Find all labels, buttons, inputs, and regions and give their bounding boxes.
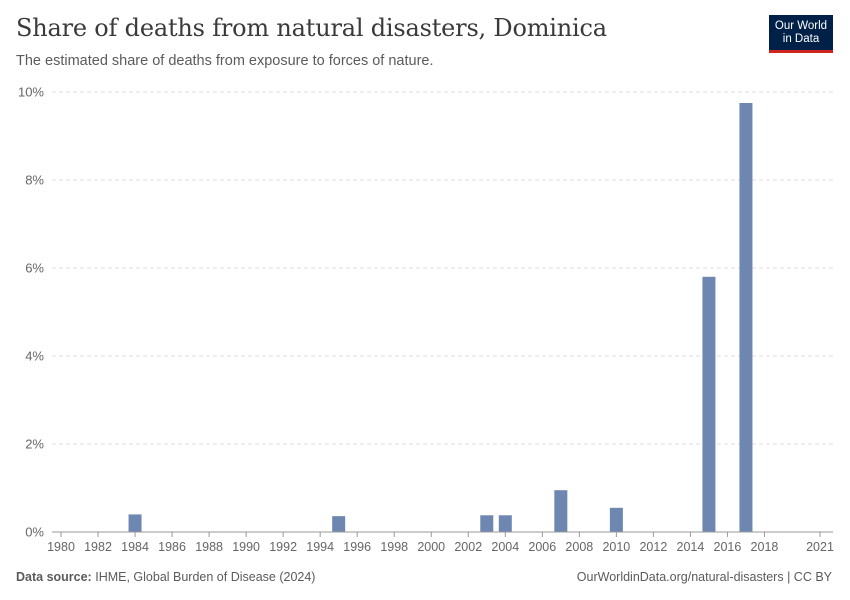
bar-2004 [498, 515, 512, 532]
x-tick-label: 1990 [232, 540, 260, 554]
x-tick-label: 2018 [751, 540, 779, 554]
x-axis [52, 531, 833, 537]
bar-1984 [128, 514, 142, 532]
bar-2017 [739, 103, 753, 532]
data-source: Data source: IHME, Global Burden of Dise… [16, 570, 315, 584]
logo-line-1: Our World [774, 20, 828, 32]
chart-subtitle: The estimated share of deaths from expos… [16, 53, 434, 69]
y-tick-label: 6% [25, 261, 44, 276]
bar-2010 [609, 507, 623, 532]
x-tick-label: 2000 [417, 540, 445, 554]
bars [128, 103, 753, 532]
x-tick-label: 2008 [565, 540, 593, 554]
bar-2015 [702, 276, 716, 532]
owid-logo[interactable]: Our World in Data [769, 15, 833, 53]
x-tick-label: 2004 [491, 540, 519, 554]
source-url[interactable]: OurWorldinData.org/natural-disasters | C… [576, 570, 832, 584]
x-tick-label: 1984 [121, 540, 149, 554]
logo-line-2: in Data [782, 33, 820, 45]
data-source-text: IHME, Global Burden of Disease (2024) [95, 570, 316, 584]
x-tick-label: 2006 [528, 540, 556, 554]
x-tick-label: 1996 [343, 540, 371, 554]
x-tick-label: 2002 [454, 540, 482, 554]
x-tick-label: 1980 [47, 540, 75, 554]
axis-labels: 0% 2% 4% 6% 8% 10% 1980 1982 1984 1986 1988 1990 199… [18, 85, 834, 555]
x-tick-label: 2012 [639, 540, 667, 554]
x-tick-label: 1988 [195, 540, 223, 554]
bar-2003 [480, 515, 494, 532]
x-tick-label: 1994 [306, 540, 334, 554]
x-tick-label: 2010 [602, 540, 630, 554]
y-tick-label: 8% [25, 173, 44, 188]
data-source-label: Data source: [16, 570, 92, 584]
grid-lines [52, 91, 833, 445]
bar-1995 [332, 516, 346, 532]
y-tick-label: 10% [18, 85, 44, 100]
x-tick-label: 1982 [84, 540, 112, 554]
x-tick-label: 2016 [714, 540, 742, 554]
chart-title: Share of deaths from natural disasters, … [16, 14, 607, 42]
x-tick-label: 1998 [380, 540, 408, 554]
x-tick-label: 1986 [158, 540, 186, 554]
y-tick-label: 0% [25, 525, 44, 540]
x-tick-label: 1992 [269, 540, 297, 554]
x-tick-label: 2021 [806, 540, 834, 554]
bar-2007 [554, 490, 568, 532]
x-tick-label: 2014 [677, 540, 705, 554]
y-tick-label: 2% [25, 437, 44, 452]
y-tick-label: 4% [25, 349, 44, 364]
